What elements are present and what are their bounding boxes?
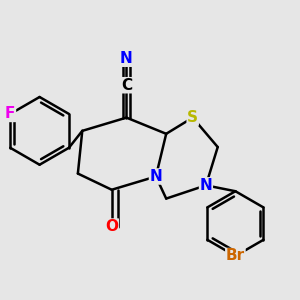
Text: N: N	[200, 178, 212, 193]
Text: S: S	[187, 110, 198, 125]
Text: N: N	[120, 51, 133, 66]
Text: O: O	[105, 219, 118, 234]
Text: Br: Br	[226, 248, 245, 263]
Text: C: C	[121, 78, 132, 93]
Text: N: N	[149, 169, 162, 184]
Text: F: F	[5, 106, 15, 122]
